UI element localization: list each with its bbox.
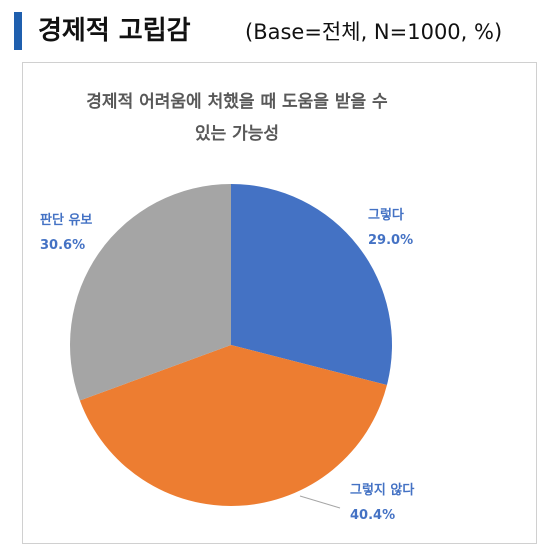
category-label: 그렇다 [368,208,404,223]
slice-label: 판단 유보 30.6% [40,208,120,258]
header-bar [14,12,22,50]
pie-slice [79,345,387,507]
slice-label: 그렇다 29.0% [368,203,448,253]
header-subtitle: (Base=전체, N=1000, %) [245,20,503,44]
pie-slice [231,184,393,386]
chart-frame [22,62,537,544]
header-title: 경제적 고립감 [38,16,191,46]
chart-title: 경제적 어려움에 처했을 때 도움을 받을 수 있는 가능성 [86,92,388,144]
value-label: 29.0% [368,233,414,248]
category-label: 그렇지 않다 [350,483,415,498]
leader-line [299,495,341,509]
pie-slice [69,184,232,401]
value-label: 40.4% [350,508,396,523]
slice-label: 그렇지 않다 40.4% [350,478,430,528]
value-label: 30.6% [40,238,86,253]
category-label: 판단 유보 [40,213,93,228]
